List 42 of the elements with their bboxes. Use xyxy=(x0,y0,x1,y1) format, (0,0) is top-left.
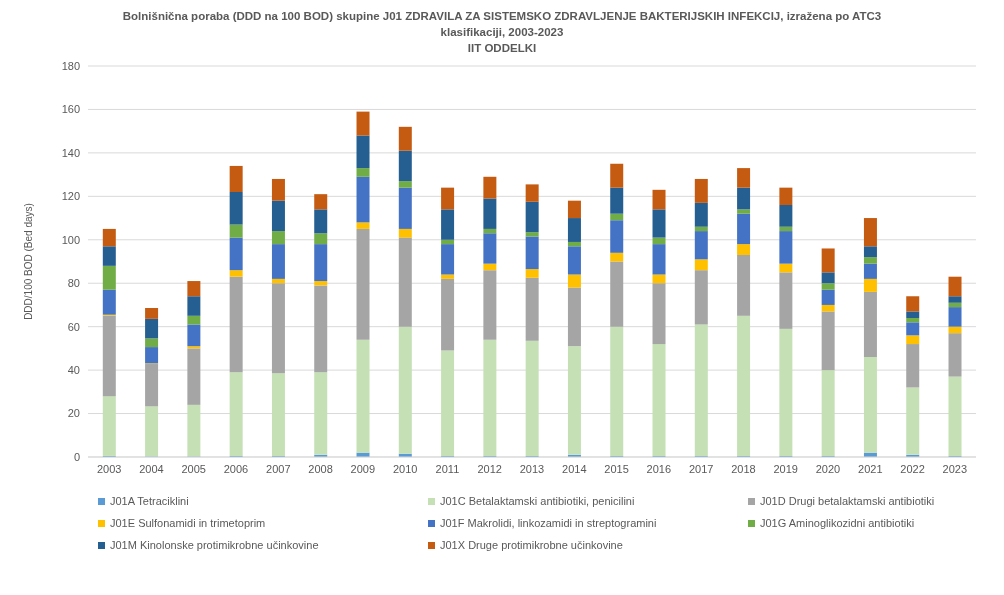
x-tick-label: 2006 xyxy=(223,462,249,475)
x-tick-label: 2019 xyxy=(773,462,798,475)
y-tick-label: 60 xyxy=(67,320,80,333)
x-tick-label: 2010 xyxy=(392,462,418,475)
x-tick-label: 2023 xyxy=(942,462,968,475)
chart-title: Bolnišnična poraba (DDD na 100 BOD) skupine J01 ZDRAVILA ZA SISTEMSKO ZDRAVLJENJE BAKTERIJSKIH INFEKCIJ, izražena po ATC3 klasifikaciji, 2003-2023 xyxy=(121,9,883,40)
y-tick-label: 0 xyxy=(73,450,80,463)
y-tick-label: 140 xyxy=(61,146,80,159)
x-tick-label: 2008 xyxy=(308,462,333,475)
x-tick-label: 2013 xyxy=(519,462,545,475)
x-tick-label: 2012 xyxy=(477,462,502,475)
legend-label: J01M Kinolonske protimikrobne učinkovine xyxy=(110,539,319,551)
y-tick-label: 20 xyxy=(67,407,80,420)
x-tick-label: 2017 xyxy=(688,462,714,475)
y-tick-label: 120 xyxy=(61,190,80,203)
x-tick-label: 2003 xyxy=(96,462,122,475)
legend-label: J01X Druge protimikrobne učinkovine xyxy=(440,539,623,551)
x-tick-label: 2020 xyxy=(815,462,841,475)
y-tick-label: 180 xyxy=(61,59,80,72)
legend-label: J01F Makrolidi, linkozamidi in streptogramini xyxy=(440,517,657,529)
legend-label: J01D Drugi betalaktamski antibiotiki xyxy=(760,495,935,507)
legend-label: J01C Betalaktamski antibiotiki, penicilini xyxy=(440,495,635,507)
x-tick-label: 2004 xyxy=(139,462,164,475)
y-tick-label: 80 xyxy=(67,277,80,290)
x-tick-label: 2021 xyxy=(858,462,883,475)
x-tick-label: 2005 xyxy=(181,462,206,475)
x-tick-label: 2015 xyxy=(604,462,629,475)
y-tick-label: 40 xyxy=(67,364,80,377)
x-tick-label: 2018 xyxy=(731,462,756,475)
x-tick-label: 2014 xyxy=(562,462,587,475)
x-tick-label: 2022 xyxy=(900,462,925,475)
y-axis-title: DDD/100 BOD (Bed days) xyxy=(22,203,34,320)
x-tick-label: 2011 xyxy=(435,462,460,475)
y-tick-label: 160 xyxy=(61,103,80,116)
x-tick-label: 2009 xyxy=(350,462,376,475)
legend-label: J01E Sulfonamidi in trimetoprim xyxy=(110,517,266,529)
y-tick-label: 100 xyxy=(61,233,80,246)
legend-label: J01A Tetraciklini xyxy=(110,495,189,507)
x-tick-label: 2007 xyxy=(266,462,291,475)
chart-subtitle: IIT ODDELKI xyxy=(466,41,538,56)
x-tick-label: 2016 xyxy=(646,462,672,475)
legend-label: J01G Aminoglikozidni antibiotiki xyxy=(760,517,915,529)
